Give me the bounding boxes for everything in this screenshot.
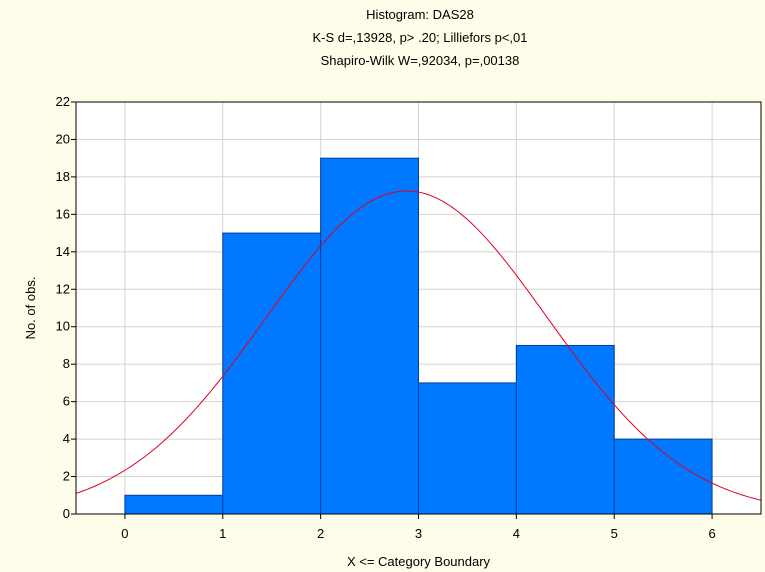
normal-fit-curve xyxy=(75,190,762,501)
title-line-0: Histogram: DAS28 xyxy=(366,7,474,22)
x-tick-label: 2 xyxy=(317,526,324,541)
x-tick-label: 5 xyxy=(611,526,618,541)
y-axis-ticks: 0 2 4 6 8 10 12 14 16 18 20 22 xyxy=(56,94,76,521)
y-tick-label: 14 xyxy=(56,244,70,259)
title-line-2: Shapiro-Wilk W=,92034, p=,00138 xyxy=(321,53,520,68)
x-tick-label: 4 xyxy=(513,526,520,541)
bar-4-5 xyxy=(515,344,615,515)
chart-title: Histogram: DAS28 K-S d=,13928, p> .20; Li… xyxy=(312,7,527,68)
y-tick-label: 16 xyxy=(56,206,70,221)
x-tick-label: 0 xyxy=(121,526,128,541)
y-tick-label: 22 xyxy=(56,94,70,109)
x-tick-label: 3 xyxy=(415,526,422,541)
x-axis-ticks: 0 1 2 3 4 5 6 xyxy=(121,514,716,541)
y-tick-label: 4 xyxy=(63,431,70,446)
y-axis-label: No. of obs. xyxy=(23,277,38,340)
bar-2-3 xyxy=(320,157,419,515)
x-axis-label: X <= Category Boundary xyxy=(347,554,491,569)
y-tick-label: 0 xyxy=(63,506,70,521)
y-tick-label: 2 xyxy=(63,469,70,484)
bar-5-6 xyxy=(613,438,713,515)
bar-0-1 xyxy=(124,494,224,515)
y-tick-label: 8 xyxy=(63,356,70,371)
y-tick-label: 18 xyxy=(56,169,70,184)
bar-1-2 xyxy=(222,232,322,515)
y-tick-label: 6 xyxy=(63,394,70,409)
y-tick-label: 20 xyxy=(56,131,70,146)
x-tick-label: 6 xyxy=(708,526,715,541)
y-tick-label: 12 xyxy=(56,281,70,296)
bar-3-4 xyxy=(418,382,517,515)
y-tick-label: 10 xyxy=(56,319,70,334)
x-tick-label: 1 xyxy=(219,526,226,541)
title-line-1: K-S d=,13928, p> .20; Lilliefors p<,01 xyxy=(312,30,527,45)
